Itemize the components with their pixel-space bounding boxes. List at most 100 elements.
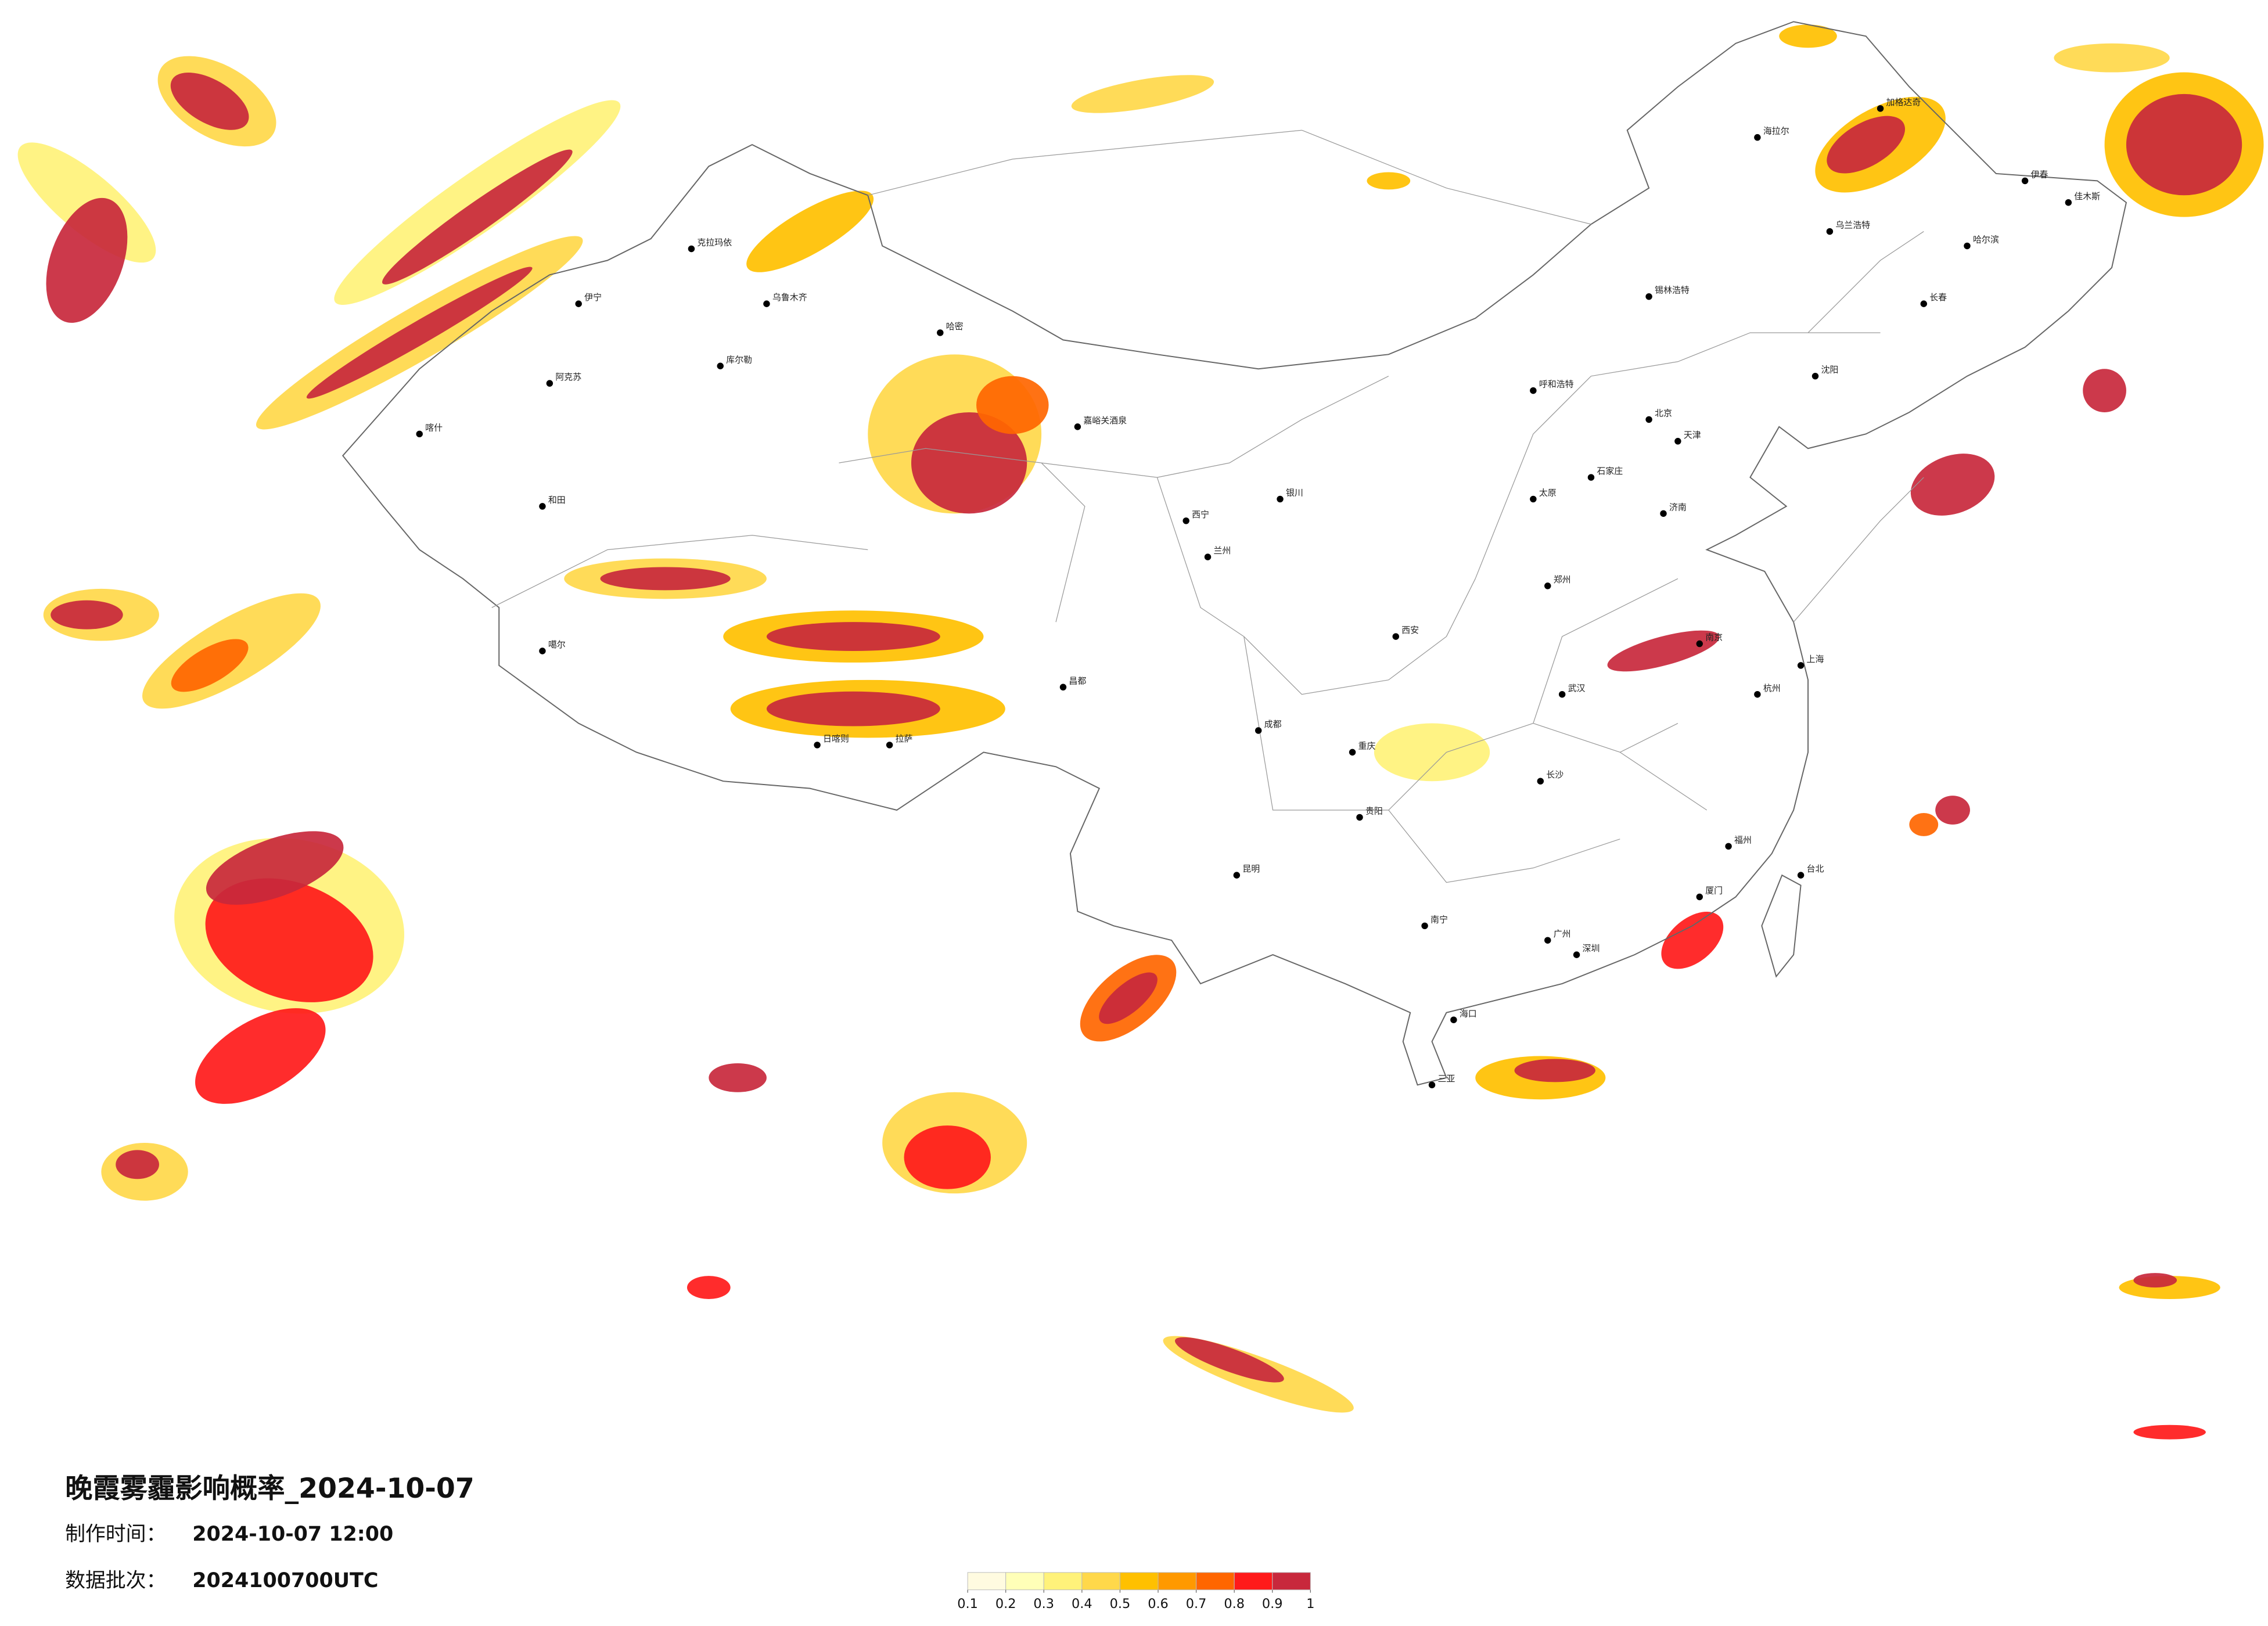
city-dot [1797, 872, 1805, 879]
city-label: 呼和浩特 [1539, 379, 1574, 390]
city-dot [1450, 1016, 1457, 1023]
city-label: 哈密 [946, 321, 964, 332]
city-dot [1696, 893, 1703, 901]
legend-swatch [1158, 1572, 1197, 1591]
city-dot [1544, 937, 1551, 944]
city-dot [1558, 691, 1566, 698]
city-dot [1059, 684, 1067, 691]
city-label: 长沙 [1546, 769, 1563, 780]
city-dot [1964, 242, 1971, 250]
haze-area [206, 831, 344, 905]
haze-area [1779, 24, 1837, 48]
city-dot [416, 430, 423, 438]
city-label: 阿克苏 [555, 372, 581, 382]
city-dot [1645, 416, 1652, 423]
city-label: 海口 [1460, 1008, 1477, 1019]
city-label: 天津 [1684, 430, 1701, 440]
city-label: 昌都 [1069, 675, 1086, 686]
haze-area [686, 1276, 731, 1300]
legend-swatch [967, 1572, 1007, 1591]
city-label: 佳木斯 [2074, 191, 2100, 202]
city-label: 广州 [1554, 929, 1571, 939]
legend-swatch [1272, 1572, 1311, 1591]
city-dot [688, 245, 695, 253]
legend-tick-label: 0.7 [1186, 1596, 1207, 1611]
city-dot [1725, 843, 1732, 850]
haze-area [766, 622, 940, 651]
haze-area [205, 878, 373, 1002]
city-dot [1537, 778, 1544, 785]
city-label: 长春 [1929, 292, 1947, 303]
haze-area [171, 639, 249, 692]
city-dot [886, 742, 893, 749]
city-dot [2021, 177, 2029, 185]
city-label: 南宁 [1430, 914, 1448, 924]
haze-area [904, 1125, 991, 1189]
city-dot [2065, 199, 2072, 206]
city-label: 银川 [1286, 487, 1303, 498]
city-label: 昆明 [1242, 864, 1260, 874]
legend-tick-label: 0.5 [1110, 1596, 1131, 1611]
haze-area [1374, 723, 1490, 782]
haze-layer [17, 24, 2264, 1440]
city-dot [1920, 300, 1928, 307]
haze-area [116, 1150, 159, 1179]
haze-area [306, 267, 533, 399]
haze-area [709, 1063, 767, 1092]
city-dot [1349, 749, 1356, 756]
city-dot [1421, 922, 1428, 930]
city-label: 西宁 [1192, 509, 1209, 520]
legend-tick-label: 1 [1306, 1596, 1314, 1611]
haze-area [1661, 912, 1724, 969]
haze-area [2133, 1424, 2206, 1440]
city-label: 加格达奇 [1886, 97, 1921, 107]
city-label: 和田 [548, 495, 566, 505]
haze-area [1607, 630, 1720, 672]
city-dot [539, 647, 546, 654]
city-label: 拉萨 [896, 733, 913, 744]
city-label: 库尔勒 [726, 354, 752, 365]
city-dot [1074, 423, 1081, 430]
city-dot [1255, 727, 1262, 734]
legend-tick-label: 0.9 [1262, 1596, 1283, 1611]
china-border [342, 21, 2127, 1086]
city-dot [1754, 134, 1761, 141]
city-dot [575, 300, 582, 307]
city-label: 济南 [1669, 502, 1687, 512]
legend-swatch [1119, 1572, 1159, 1591]
haze-area [2083, 369, 2126, 412]
city-label: 贵阳 [1365, 806, 1383, 816]
city-label: 西安 [1401, 625, 1419, 635]
city-label: 北京 [1655, 408, 1672, 418]
haze-area [1514, 1059, 1595, 1082]
haze-area [1367, 172, 1411, 190]
city-dot [1826, 228, 1834, 235]
city-dot [1204, 553, 1212, 560]
haze-area [170, 72, 249, 130]
legend-tick-label: 0.3 [1033, 1596, 1054, 1611]
city-dot [1645, 293, 1652, 300]
haze-area [1827, 116, 1906, 174]
legend-swatch [1081, 1572, 1120, 1591]
city-dot [1233, 872, 1241, 879]
haze-area [1909, 813, 1939, 836]
haze-area [1071, 75, 1214, 113]
city-dot [1660, 510, 1667, 517]
info-label: 制作时间： [65, 1523, 166, 1546]
legend: 0.1 0.2 0.3 0.4 0.5 0.6 0.7 0.8 0.9 1 [957, 1572, 1314, 1611]
haze-area [1910, 454, 1995, 516]
city-dot [763, 300, 770, 307]
haze-area [746, 190, 874, 272]
city-label: 重庆 [1358, 740, 1376, 751]
info-label: 数据批次： [65, 1569, 166, 1592]
city-label: 上海 [1807, 654, 1824, 664]
legend-tick-label: 0.2 [995, 1596, 1016, 1611]
legend-swatch [1043, 1572, 1083, 1591]
city-label: 沈阳 [1821, 365, 1838, 375]
city-label: 太原 [1539, 487, 1557, 498]
city-dot [1573, 951, 1580, 958]
city-label: 三亚 [1437, 1073, 1455, 1084]
city-label: 克拉玛依 [697, 238, 732, 248]
